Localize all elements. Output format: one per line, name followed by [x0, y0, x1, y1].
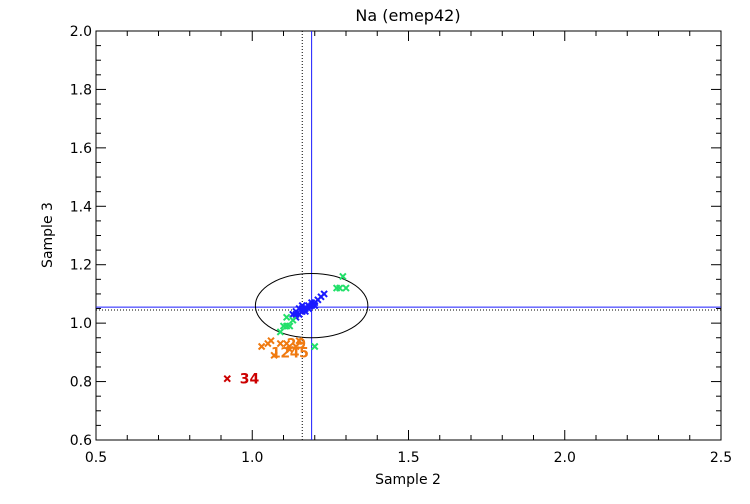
data-point — [276, 339, 285, 348]
data-point — [276, 328, 285, 336]
confidence-ellipse — [254, 272, 369, 339]
data-point — [223, 374, 231, 383]
y-tick-label: 1.8 — [70, 82, 92, 98]
data-point — [320, 290, 328, 298]
y-tick-label: 1.0 — [70, 316, 92, 332]
y-tick-label: 0.6 — [70, 433, 92, 449]
x-tick-label: 2.0 — [554, 450, 576, 466]
data-point — [295, 336, 303, 345]
y-tick-label: 1.6 — [70, 141, 92, 157]
data-point — [292, 310, 300, 319]
data-point — [270, 351, 278, 359]
data-point — [339, 272, 347, 281]
data-point — [292, 342, 300, 351]
y-tick-label: 1.4 — [70, 199, 92, 215]
data-point — [267, 336, 275, 345]
point-label: 34 — [240, 372, 260, 388]
x-tick-label: 2.5 — [710, 450, 732, 466]
y-axis-title: Sample 3 — [40, 202, 56, 268]
x-tick-label: 0.5 — [85, 450, 107, 466]
data-point — [311, 298, 319, 307]
data-point — [257, 342, 266, 351]
data-point — [282, 339, 291, 348]
x-tick-label: 1.0 — [241, 450, 263, 466]
data-point — [298, 304, 306, 313]
data-point — [289, 316, 297, 324]
point-label: 5 — [299, 345, 309, 361]
plot-frame — [95, 30, 722, 441]
chart-title: Na (emep42) — [355, 6, 460, 25]
plot-area: 0.5 1.0 1.5 2.0 2.5 0.6 0.8 1.0 1.2 1.4 1.6 1.8 2.0 3… — [70, 24, 732, 466]
y-tick-label: 2.0 — [70, 24, 92, 40]
point-label: 2 — [280, 345, 290, 361]
point-label: 4 — [290, 345, 300, 361]
x-axis-title: Sample 2 — [375, 472, 441, 488]
data-point — [286, 322, 294, 330]
data-point — [342, 284, 350, 292]
data-point — [286, 345, 294, 354]
data-point — [311, 342, 319, 351]
data-point — [282, 313, 291, 322]
data-point — [336, 284, 344, 292]
y-tick-label: 0.8 — [70, 375, 92, 391]
y-tick-label: 1.2 — [70, 258, 92, 274]
x-tick-label: 1.5 — [397, 450, 419, 466]
